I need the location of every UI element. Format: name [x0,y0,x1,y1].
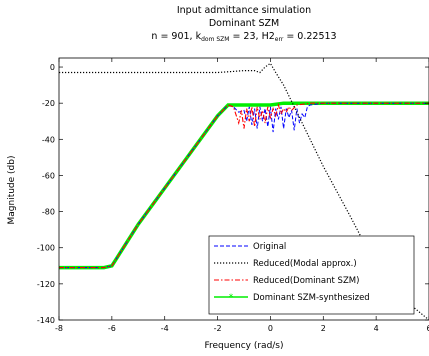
plot-content [59,62,429,320]
x-tick-label: 0 [268,324,273,333]
x-tick-label: -8 [55,324,63,333]
legend-label-1: Reduced(Modal approx.) [253,259,357,269]
subtitle2-sub1: dom SZM [201,36,229,43]
chart-subtitle: Dominant SZM [209,18,279,29]
x-tick-label: -6 [108,324,116,333]
y-tick-label: -140 [37,316,55,325]
x-tick-label: -2 [214,324,222,333]
y-tick-label: 0 [50,63,55,72]
chart-title: Input admittance simulation [177,5,311,16]
subtitle2-b: = 23, H2 [229,31,274,42]
y-axis-label: Magnitude (db) [7,156,17,225]
legend-label-2: Reduced(Dominant SZM) [253,276,359,286]
subtitle2-sub2: err [275,36,284,43]
x-tick-label: 4 [374,324,379,333]
y-tick-label: -120 [37,280,55,289]
chart-subtitle-2: n = 901, kdom SZM = 23, H2err = 0.22513 [151,31,336,43]
legend-box [208,235,415,315]
axes-box [58,57,429,321]
legend-label-3: Dominant SZM-synthesized [253,293,370,303]
series-line-0 [59,102,429,269]
y-tick-label: -40 [42,135,55,144]
legend-label-0: Original [253,242,286,252]
legend: Original Reduced(Modal approx.) Reduced(Do… [208,235,415,315]
subtitle2-a: n = 901, k [151,31,201,42]
x-axis-label: Frequency (rad/s) [204,341,283,351]
ticks-layer: -8-6-4-202460-20-40-60-80-100-120-140 [37,58,429,333]
subtitle2-c: = 0.22513 [283,31,336,42]
x-tick-label: 6 [426,324,429,333]
series-line-2 [59,102,429,269]
y-tick-label: -60 [42,171,55,180]
y-tick-label: -80 [42,208,55,217]
x-tick-label: 2 [321,324,326,333]
y-tick-label: -20 [42,99,55,108]
x-tick-label: -4 [161,324,169,333]
legend-marker-3: * [229,293,234,303]
y-tick-label: -100 [37,244,55,253]
series-line-1 [59,62,429,320]
